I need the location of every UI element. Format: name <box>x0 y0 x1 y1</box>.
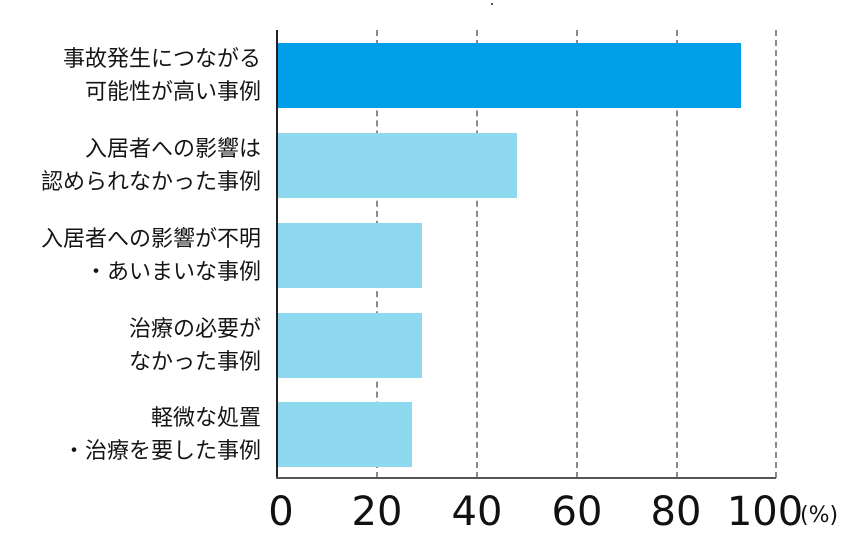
artifact-dot <box>491 3 493 5</box>
category-label-line: 可能性が高い事例 <box>84 80 261 105</box>
category-label-line: 認められなかった事例 <box>40 170 261 195</box>
category-label-line: 事故発生につながる <box>62 47 261 72</box>
category-label-line: 治療の必要が <box>128 317 261 342</box>
x-axis-unit-label: (%) <box>800 503 839 528</box>
bar-accident-risk <box>278 43 742 108</box>
y-axis-line <box>276 30 278 479</box>
bar-minor-treatment <box>278 402 413 467</box>
category-label: 入居者への影響が不明 ・あいまいな事例 <box>41 223 261 289</box>
bar-no-impact <box>278 133 518 198</box>
category-label-line: ・治療を要した事例 <box>62 439 261 464</box>
category-label: 治療の必要が なかった事例 <box>129 313 261 379</box>
category-label-line: なかった事例 <box>128 350 261 375</box>
gridline-80 <box>676 30 678 478</box>
x-tick-label: 80 <box>650 489 702 535</box>
gridline-60 <box>576 30 578 478</box>
x-tick-label: 60 <box>551 489 603 535</box>
x-axis-line <box>276 477 776 479</box>
category-label-line: 入居者への影響は <box>84 137 261 162</box>
category-label-line: 入居者への影響が不明 <box>40 227 261 252</box>
category-label-line: 軽微な処置 <box>150 406 261 431</box>
gridline-40 <box>476 30 478 478</box>
x-tick-label: 40 <box>451 489 503 535</box>
x-tick-label: 20 <box>351 489 403 535</box>
category-label-line: ・あいまいな事例 <box>84 260 261 285</box>
category-label: 入居者への影響は 認められなかった事例 <box>41 133 261 199</box>
x-tick-label: 100 <box>726 489 804 535</box>
bar-unclear-impact <box>278 223 423 288</box>
bar-no-treatment <box>278 313 423 378</box>
x-tick-label: 0 <box>268 489 294 535</box>
gridline-100 <box>775 30 777 478</box>
category-label: 事故発生につながる 可能性が高い事例 <box>63 43 261 109</box>
category-label: 軽微な処置 ・治療を要した事例 <box>63 402 261 468</box>
